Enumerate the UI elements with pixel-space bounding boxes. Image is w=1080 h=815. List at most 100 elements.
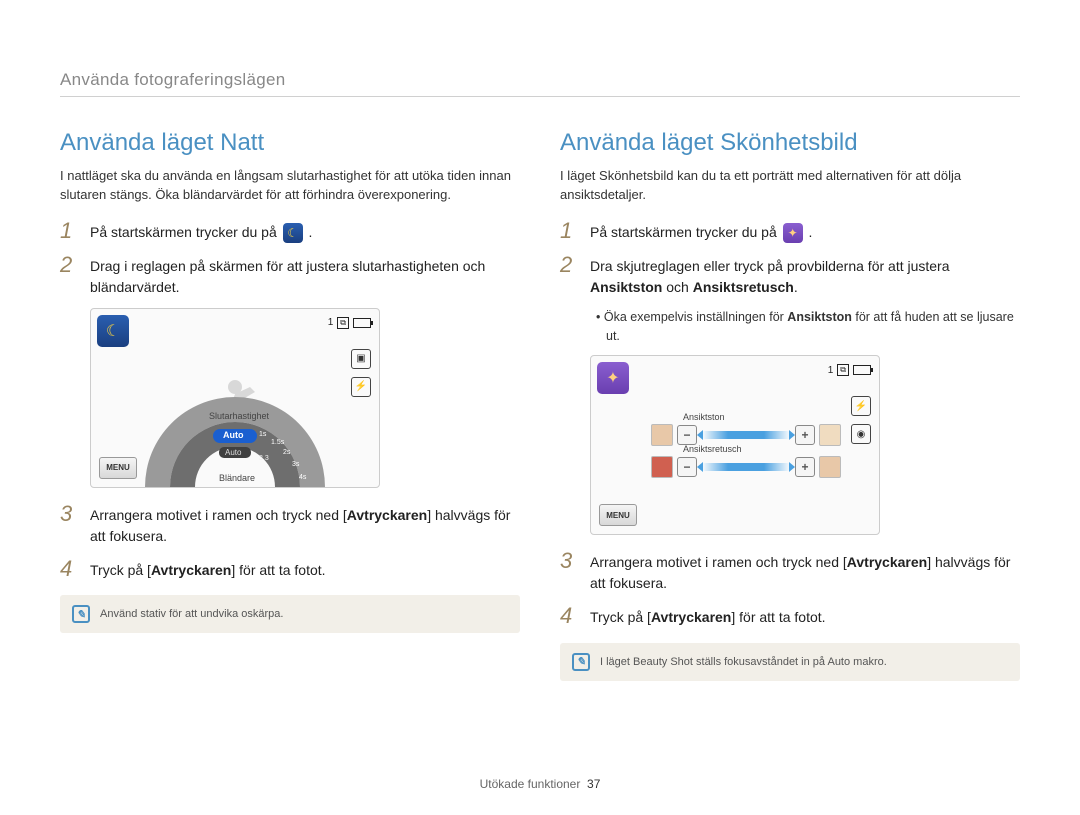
t: Avtryckaren	[847, 554, 927, 570]
beauty-title: Använda läget Skönhetsbild	[560, 129, 1020, 157]
tick: 1.5s	[271, 439, 284, 446]
note-text: Använd stativ för att undvika oskärpa.	[100, 608, 283, 620]
exposure-dial: Slutarhastighet Auto Auto Bländare 1s 1.…	[125, 377, 345, 488]
sd-icon: ⧉	[337, 317, 349, 329]
night-step-4: 4 Tryck på [Avtryckaren] för att ta foto…	[60, 557, 520, 581]
tick: 2s	[283, 449, 290, 456]
night-step-2: 2 Drag i reglagen på skärmen för att jus…	[60, 253, 520, 298]
night-step-1: 1 På startskärmen trycker du på ☾ .	[60, 219, 520, 243]
tick: 1s	[259, 431, 266, 438]
t: Tryck på [	[590, 609, 651, 625]
minus-button[interactable]: −	[677, 425, 697, 445]
beauty-mode-icon: ✦	[783, 223, 803, 243]
t: Avtryckaren	[651, 609, 731, 625]
lcd-status: 1 ⧉	[828, 364, 871, 376]
beauty-bullet: Öka exempelvis inställningen för Ansikts…	[596, 308, 1020, 346]
step-number: 4	[560, 604, 580, 628]
t: Arrangera motivet i ramen och tryck ned …	[590, 554, 847, 570]
slider-label-retouch: Ansiktsretusch	[683, 444, 742, 454]
slider-bar[interactable]	[701, 431, 791, 439]
note-icon: ✎	[72, 605, 90, 623]
step-number: 3	[60, 502, 80, 547]
beauty-step-2: 2 Dra skjutreglagen eller tryck på provb…	[560, 253, 1020, 298]
two-column-layout: Använda läget Natt I nattläget ska du an…	[60, 129, 1020, 681]
step-number: 2	[60, 253, 80, 298]
note-text: I läget Beauty Shot ställs fokusavstånde…	[600, 656, 887, 668]
slider-bar[interactable]	[701, 463, 791, 471]
shot-counter: 1	[828, 365, 834, 376]
step-text: Arrangera motivet i ramen och tryck ned …	[590, 549, 1020, 594]
col-night: Använda läget Natt I nattläget ska du an…	[60, 129, 520, 681]
battery-icon	[353, 318, 371, 328]
beauty-step-3: 3 Arrangera motivet i ramen och tryck ne…	[560, 549, 1020, 594]
night-note: ✎ Använd stativ för att undvika oskärpa.	[60, 595, 520, 633]
shutter-label: Slutarhastighet	[209, 411, 269, 421]
note-icon: ✎	[572, 653, 590, 671]
step-text: Tryck på [Avtryckaren] för att ta fotot.	[590, 604, 826, 628]
shot-counter: 1	[328, 317, 334, 328]
step-text: På startskärmen trycker du på ✦ .	[590, 219, 812, 243]
t: och	[662, 279, 692, 295]
t: Avtryckaren	[151, 562, 231, 578]
sample-tone-low	[651, 424, 673, 446]
step-number: 2	[560, 253, 580, 298]
slider-retouch[interactable]: − +	[651, 456, 841, 478]
beauty-mode-icon: ✦	[597, 362, 629, 394]
t: .	[809, 224, 813, 240]
sample-tone-high	[819, 424, 841, 446]
battery-icon	[853, 365, 871, 375]
t: Arrangera motivet i ramen och tryck ned …	[90, 507, 347, 523]
step-text: Drag i reglagen på skärmen för att juste…	[90, 253, 520, 298]
t: Ansiktston	[590, 279, 662, 295]
lcd-side-icons: ⚡ ◉	[851, 396, 871, 444]
t: Avtryckaren	[347, 507, 427, 523]
face-detect-icon: ◉	[851, 424, 871, 444]
plus-button[interactable]: +	[795, 457, 815, 477]
lcd-status: 1 ⧉	[328, 317, 371, 329]
minus-button[interactable]: −	[677, 457, 697, 477]
slider-label-tone: Ansiktston	[683, 412, 725, 422]
breadcrumb: Använda fotograferingslägen	[60, 70, 1020, 97]
footer-page: 37	[587, 777, 600, 791]
t: Ansiktsretusch	[693, 279, 794, 295]
col-beauty: Använda läget Skönhetsbild I läget Skönh…	[560, 129, 1020, 681]
beauty-step-4: 4 Tryck på [Avtryckaren] för att ta foto…	[560, 604, 1020, 628]
step-text: På startskärmen trycker du på ☾ .	[90, 219, 312, 243]
step-text: Arrangera motivet i ramen och tryck ned …	[90, 502, 520, 547]
display-toggle-icon: ▣	[351, 349, 371, 369]
sd-icon: ⧉	[837, 364, 849, 376]
step-text: Tryck på [Avtryckaren] för att ta fotot.	[90, 557, 326, 581]
step-number: 1	[560, 219, 580, 243]
auto-top: Auto	[223, 430, 244, 440]
night-intro: I nattläget ska du använda en långsam sl…	[60, 167, 520, 205]
sample-retouch-low	[651, 456, 673, 478]
beauty-intro: I läget Skönhetsbild kan du ta ett portr…	[560, 167, 1020, 205]
flash-icon: ⚡	[351, 377, 371, 397]
plus-button[interactable]: +	[795, 425, 815, 445]
footer-section: Utökade funktioner	[480, 777, 581, 791]
auto-bottom: Auto	[225, 448, 241, 457]
t: ] för att ta fotot.	[731, 609, 825, 625]
night-title: Använda läget Natt	[60, 129, 520, 157]
beauty-lcd: ✦ 1 ⧉ ⚡ ◉ MENU Ansiktston − +	[590, 355, 880, 535]
t: .	[309, 224, 313, 240]
lcd-side-icons: ▣ ⚡	[351, 349, 371, 397]
step-number: 4	[60, 557, 80, 581]
t: På startskärmen trycker du på	[590, 224, 781, 240]
night-mode-icon: ☾	[97, 315, 129, 347]
step-number: 3	[560, 549, 580, 594]
night-step-3: 3 Arrangera motivet i ramen och tryck ne…	[60, 502, 520, 547]
flash-icon: ⚡	[851, 396, 871, 416]
night-lcd: ☾ 1 ⧉ ▣ ⚡ MENU	[90, 308, 380, 488]
slider-tone[interactable]: − +	[651, 424, 841, 446]
menu-button[interactable]: MENU	[599, 504, 637, 526]
t: ] för att ta fotot.	[231, 562, 325, 578]
t: På startskärmen trycker du på	[90, 224, 281, 240]
sample-retouch-high	[819, 456, 841, 478]
beauty-note: ✎ I läget Beauty Shot ställs fokusavstån…	[560, 643, 1020, 681]
t: Ansiktston	[787, 310, 852, 324]
t: Öka exempelvis inställningen för	[604, 310, 787, 324]
aperture-label: Bländare	[219, 473, 255, 483]
page-footer: Utökade funktioner 37	[0, 777, 1080, 791]
step-number: 1	[60, 219, 80, 243]
